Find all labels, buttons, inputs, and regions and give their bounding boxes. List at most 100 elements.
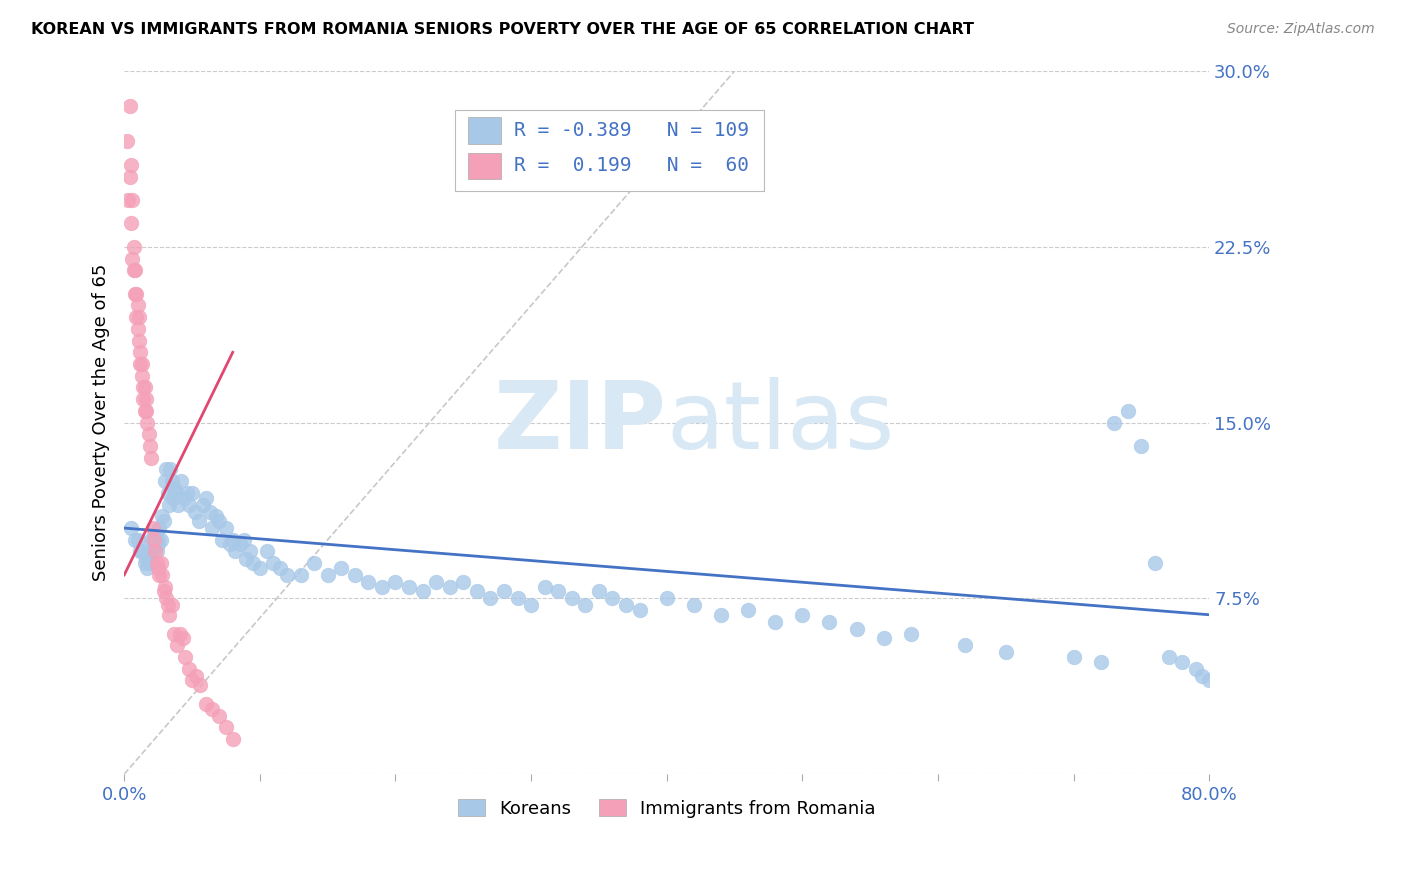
- Point: [465, 584, 488, 599]
- Point: [520, 599, 543, 613]
- Point: [166, 638, 188, 652]
- Point: [160, 474, 183, 488]
- Point: [1104, 416, 1126, 430]
- Point: [148, 521, 170, 535]
- Point: [157, 498, 180, 512]
- Point: [146, 556, 169, 570]
- Point: [224, 544, 246, 558]
- Point: [132, 380, 155, 394]
- Point: [120, 216, 142, 230]
- Text: Source: ZipAtlas.com: Source: ZipAtlas.com: [1227, 22, 1375, 37]
- Point: [737, 603, 759, 617]
- Point: [135, 404, 157, 418]
- Point: [330, 561, 353, 575]
- Point: [118, 99, 141, 113]
- Point: [127, 322, 149, 336]
- Point: [155, 462, 177, 476]
- Point: [128, 334, 150, 348]
- Point: [412, 584, 434, 599]
- Point: [228, 537, 250, 551]
- Bar: [468, 118, 501, 145]
- Point: [127, 298, 149, 312]
- Point: [121, 252, 143, 266]
- Point: [1198, 673, 1220, 688]
- Point: [145, 537, 167, 551]
- Point: [1157, 649, 1180, 664]
- Point: [1090, 655, 1112, 669]
- Point: [276, 568, 298, 582]
- Point: [129, 345, 152, 359]
- Point: [201, 701, 224, 715]
- Point: [120, 521, 142, 535]
- Point: [136, 416, 159, 430]
- Point: [1116, 404, 1139, 418]
- Point: [155, 591, 177, 606]
- Point: [141, 450, 163, 465]
- Point: [125, 286, 148, 301]
- Point: [172, 631, 194, 645]
- Point: [150, 568, 173, 582]
- Text: ZIP: ZIP: [494, 376, 666, 468]
- Point: [149, 556, 172, 570]
- Point: [173, 491, 195, 505]
- Point: [139, 556, 162, 570]
- Point: [162, 491, 184, 505]
- Point: [792, 607, 814, 622]
- Point: [128, 310, 150, 325]
- Point: [138, 549, 160, 564]
- Point: [146, 533, 169, 547]
- Point: [302, 556, 325, 570]
- Point: [561, 591, 583, 606]
- Point: [127, 533, 149, 547]
- Point: [602, 591, 624, 606]
- Point: [160, 599, 183, 613]
- Point: [117, 193, 139, 207]
- Point: [131, 544, 153, 558]
- Point: [655, 591, 678, 606]
- Point: [146, 544, 169, 558]
- Point: [134, 380, 156, 394]
- Point: [208, 708, 231, 723]
- Point: [215, 720, 238, 734]
- Point: [262, 556, 284, 570]
- Point: [215, 521, 238, 535]
- Point: [179, 662, 201, 676]
- Point: [179, 498, 201, 512]
- Point: [120, 158, 142, 172]
- Point: [256, 544, 278, 558]
- Point: [205, 509, 228, 524]
- Point: [148, 568, 170, 582]
- Point: [165, 486, 187, 500]
- Point: [163, 481, 186, 495]
- Point: [574, 599, 596, 613]
- Point: [184, 505, 207, 519]
- Point: [222, 731, 245, 746]
- Point: [506, 591, 529, 606]
- Point: [156, 486, 179, 500]
- Point: [371, 580, 394, 594]
- Point: [156, 599, 179, 613]
- Point: [131, 357, 153, 371]
- Point: [153, 580, 176, 594]
- Point: [153, 474, 176, 488]
- Point: [138, 427, 160, 442]
- Text: atlas: atlas: [666, 376, 896, 468]
- Point: [614, 599, 637, 613]
- Point: [900, 626, 922, 640]
- Point: [118, 169, 141, 184]
- Point: [134, 556, 156, 570]
- Point: [235, 551, 257, 566]
- Point: [343, 568, 366, 582]
- Point: [219, 537, 242, 551]
- Point: [208, 514, 231, 528]
- Point: [131, 368, 153, 383]
- Point: [239, 544, 262, 558]
- Point: [222, 533, 245, 547]
- Text: R = -0.389   N = 109: R = -0.389 N = 109: [513, 121, 749, 140]
- Point: [122, 240, 145, 254]
- Point: [145, 544, 167, 558]
- Point: [187, 514, 209, 528]
- Point: [170, 474, 193, 488]
- Point: [211, 533, 233, 547]
- Point: [1171, 655, 1194, 669]
